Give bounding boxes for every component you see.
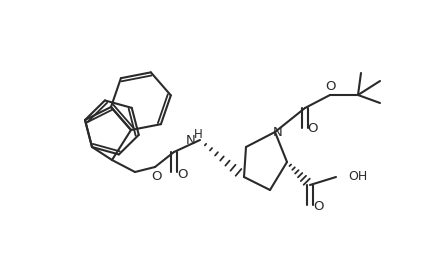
Text: O: O xyxy=(308,122,318,136)
Text: O: O xyxy=(151,169,161,183)
Text: N: N xyxy=(186,133,196,147)
Text: O: O xyxy=(326,80,336,94)
Text: OH: OH xyxy=(348,170,367,184)
Text: O: O xyxy=(313,199,323,213)
Text: N: N xyxy=(273,126,283,140)
Text: H: H xyxy=(194,128,202,142)
Text: O: O xyxy=(177,168,187,181)
